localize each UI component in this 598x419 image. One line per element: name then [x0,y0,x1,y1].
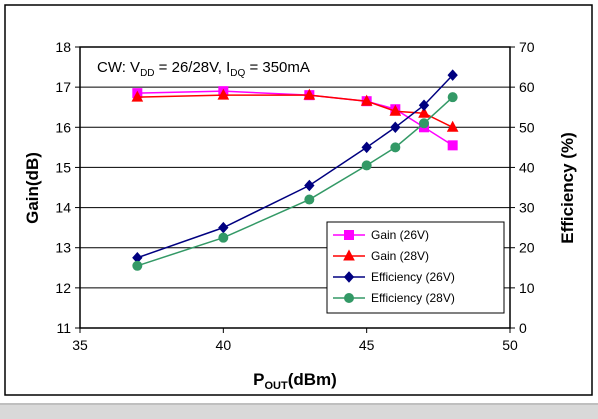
y-left-tick-label: 12 [55,280,71,296]
data-point [304,179,315,192]
plot-area [79,46,511,329]
legend-entry: Efficiency (26V) [333,270,455,284]
data-point [304,194,315,205]
data-point [303,88,316,100]
legend-marker [344,230,354,240]
y-right-tick-label: 10 [519,280,535,296]
series-efficiency-26v [132,69,458,264]
data-point [217,88,230,100]
data-point [446,120,459,132]
x-axis-title: POUT(dBm) [253,370,337,392]
y-left-tick-label: 15 [55,159,71,175]
y-axis-right-title: Efficiency (%) [558,132,577,243]
y-left-tick-label: 13 [55,240,71,256]
data-point [218,221,229,234]
legend-marker [343,249,355,261]
y-left-tick-label: 17 [55,79,71,95]
y-left-tick-label: 11 [56,320,71,336]
vdd-subscript: DD [140,68,154,79]
data-point [360,94,373,106]
data-point [218,232,229,243]
legend-label: Efficiency (28V) [371,291,455,305]
legend-entry: Efficiency (28V) [333,291,455,305]
series-gain-28v [131,88,459,132]
series-efficiency-28v [132,92,458,271]
series-layer [131,69,459,271]
x-tick-label: 40 [216,337,232,353]
y-left-tick-label: 18 [55,39,71,55]
y-left-tick-label: 14 [55,200,71,216]
legend-label: Gain (26V) [371,228,429,242]
data-point [131,90,144,102]
data-point [447,69,458,81]
chart-border [4,4,593,396]
data-point [132,260,143,271]
legend: Gain (26V) Gain (28V) Efficiency (26V) Effi… [326,221,505,314]
y-axis-left-title: Gain(dB) [23,152,42,224]
idq-subscript: DQ [230,68,245,79]
data-point [447,92,458,103]
y-right-tick-label: 30 [519,200,535,216]
y-right-tick-label: 70 [519,39,535,55]
legend-entry: Gain (28V) [333,249,429,263]
data-point [361,160,372,171]
x-tick-label: 50 [502,337,518,353]
y-right-tick-label: 40 [519,159,535,175]
legend-entry: Gain (26V) [333,228,429,242]
data-point [389,104,402,116]
data-point [418,106,430,118]
y-right-tick-label: 20 [519,240,535,256]
y-right-tick-label: 60 [519,79,535,95]
y-left-tick-label: 16 [55,119,71,135]
x-tick-label: 35 [72,337,88,353]
data-point [419,118,429,129]
data-point [390,121,401,134]
legend-label: Efficiency (26V) [371,270,455,284]
bottom-shadow-line [0,403,598,405]
y-right-tick-label: 50 [519,119,535,135]
data-point [447,140,458,151]
x-tick-label: 45 [359,337,375,353]
condition-annotation: CW: VDD = 26/28V, IDQ = 350mA [97,59,310,79]
data-point [361,141,372,154]
y-right-tick-label: 0 [519,320,527,336]
bottom-shadow-bar [0,403,598,419]
legend-marker [344,293,354,303]
legend-label: Gain (28V) [371,249,429,263]
axis-ticks: 11 12 13 14 15 16 17 18 0 10 20 30 40 50 60 70 35 40 45 50 [55,39,534,353]
legend-marker [343,271,355,283]
data-point [390,142,401,153]
data-point [418,99,430,111]
